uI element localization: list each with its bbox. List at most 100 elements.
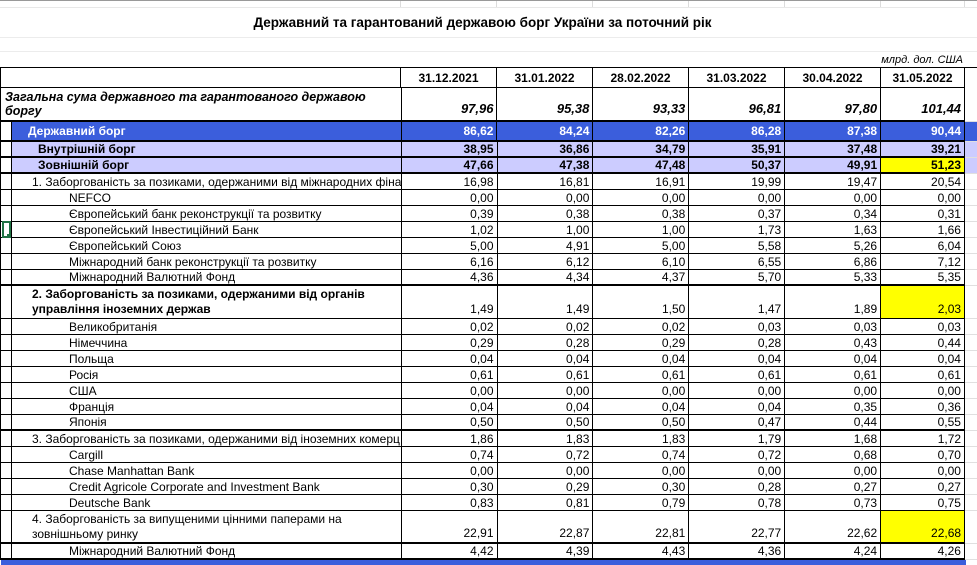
value-cell[interactable]: 50,37 <box>688 158 785 174</box>
row-label[interactable]: США <box>11 383 401 399</box>
row-label[interactable]: Німеччина <box>11 335 401 351</box>
value-cell[interactable]: 0,00 <box>880 383 965 399</box>
value-cell[interactable]: 16,98 <box>400 174 497 190</box>
value-cell[interactable]: 97,80 <box>784 88 881 122</box>
value-cell[interactable]: 0,74 <box>592 447 689 463</box>
row-gutter-cell[interactable] <box>1 238 12 254</box>
value-cell[interactable]: 0,73 <box>784 495 881 511</box>
page-title[interactable]: Державний та гарантований державою борг … <box>253 15 712 30</box>
value-cell[interactable]: 49,91 <box>784 158 881 174</box>
value-cell[interactable]: 96,81 <box>688 88 785 122</box>
row-label[interactable]: 2. Заборгованість за позиками, одержаним… <box>11 286 401 319</box>
value-cell[interactable]: 1,79 <box>688 431 785 447</box>
row-label[interactable]: Європейський Союз <box>11 238 401 254</box>
row-gutter-cell[interactable] <box>1 544 12 560</box>
value-cell[interactable]: 51,23 <box>880 158 966 174</box>
value-cell[interactable]: 87,38 <box>784 122 881 142</box>
value-cell[interactable]: 5,26 <box>784 238 881 254</box>
value-cell[interactable]: 0,29 <box>592 335 689 351</box>
row-label[interactable]: NEFCO <box>11 190 401 206</box>
row-gutter-cell[interactable] <box>1 174 12 190</box>
row-gutter-cell[interactable] <box>1 479 12 495</box>
value-cell[interactable]: 0,03 <box>784 319 881 335</box>
value-cell[interactable]: 0,00 <box>880 190 965 206</box>
value-cell[interactable]: 4,37 <box>592 270 689 286</box>
value-cell[interactable]: 6,10 <box>592 254 689 270</box>
value-cell[interactable]: 0,30 <box>400 479 497 495</box>
value-cell[interactable]: 6,55 <box>688 254 785 270</box>
value-cell[interactable]: 1,86 <box>400 431 497 447</box>
value-cell[interactable]: 1,83 <box>496 431 593 447</box>
value-cell[interactable]: 0,04 <box>496 399 593 415</box>
value-cell[interactable]: 0,30 <box>592 479 689 495</box>
row-gutter-cell[interactable] <box>1 463 12 479</box>
value-cell[interactable]: 0,00 <box>784 190 881 206</box>
value-cell[interactable]: 0,31 <box>880 206 965 222</box>
value-cell[interactable]: 1,00 <box>592 222 689 238</box>
value-cell[interactable]: 0,50 <box>592 415 689 431</box>
value-cell[interactable]: 0,38 <box>496 206 593 222</box>
value-cell[interactable]: 0,02 <box>400 319 497 335</box>
value-cell[interactable]: 5,58 <box>688 238 785 254</box>
value-cell[interactable]: 0,02 <box>592 319 689 335</box>
value-cell[interactable]: 0,43 <box>784 335 881 351</box>
value-cell[interactable]: 86,62 <box>400 122 497 142</box>
value-cell[interactable]: 0,00 <box>880 463 965 479</box>
value-cell[interactable]: 0,50 <box>496 415 593 431</box>
value-cell[interactable]: 22,68 <box>880 511 966 544</box>
value-cell[interactable]: 6,12 <box>496 254 593 270</box>
value-cell[interactable]: 0,03 <box>688 319 785 335</box>
value-cell[interactable]: 1,72 <box>880 431 966 447</box>
value-cell[interactable]: 16,81 <box>496 174 593 190</box>
value-cell[interactable]: 0,72 <box>496 447 593 463</box>
row-gutter-cell[interactable] <box>1 399 12 415</box>
value-cell[interactable]: 6,04 <box>880 238 965 254</box>
value-cell[interactable]: 0,02 <box>496 319 593 335</box>
row-label[interactable]: 1. Заборгованість за позиками, одержаним… <box>11 174 401 190</box>
row-label[interactable]: Cargill <box>11 447 401 463</box>
value-cell[interactable]: 2,03 <box>880 286 966 319</box>
date-header-cell[interactable]: 28.02.2022 <box>592 68 688 88</box>
value-cell[interactable]: 0,00 <box>784 463 881 479</box>
value-cell[interactable]: 0,83 <box>400 495 497 511</box>
value-cell[interactable]: 0,37 <box>688 206 785 222</box>
value-cell[interactable]: 0,00 <box>688 190 785 206</box>
value-cell[interactable]: 0,00 <box>592 463 689 479</box>
value-cell[interactable]: 0,44 <box>784 415 881 431</box>
value-cell[interactable]: 34,79 <box>592 142 689 158</box>
value-cell[interactable]: 37,48 <box>784 142 881 158</box>
value-cell[interactable]: 22,91 <box>400 511 497 544</box>
value-cell[interactable]: 0,28 <box>688 335 785 351</box>
value-cell[interactable]: 1,00 <box>496 222 593 238</box>
row-label[interactable]: Chase Manhattan Bank <box>11 463 401 479</box>
value-cell[interactable]: 0,68 <box>784 447 881 463</box>
value-cell[interactable]: 0,44 <box>880 335 965 351</box>
row-label[interactable]: Міжнародний Валютний Фонд <box>11 270 401 286</box>
row-gutter-cell[interactable] <box>1 190 12 206</box>
row-gutter-cell[interactable] <box>1 367 12 383</box>
value-cell[interactable]: 4,43 <box>592 544 689 560</box>
row-gutter-cell[interactable] <box>1 319 12 335</box>
value-cell[interactable]: 5,70 <box>688 270 785 286</box>
value-cell[interactable]: 38,95 <box>400 142 497 158</box>
row-label[interactable]: Credit Agricole Corporate and Investment… <box>11 479 401 495</box>
value-cell[interactable]: 0,04 <box>400 351 497 367</box>
value-cell[interactable]: 4,91 <box>496 238 593 254</box>
value-cell[interactable]: 4,26 <box>880 544 965 560</box>
value-cell[interactable]: 47,48 <box>592 158 689 174</box>
date-header-cell[interactable]: 30.04.2022 <box>784 68 880 88</box>
units-note[interactable]: млрд. дол. США <box>881 54 963 66</box>
value-cell[interactable]: 5,00 <box>592 238 689 254</box>
value-cell[interactable]: 4,36 <box>688 544 785 560</box>
value-cell[interactable]: 0,27 <box>784 479 881 495</box>
value-cell[interactable]: 0,75 <box>880 495 965 511</box>
row-gutter-cell[interactable] <box>1 335 12 351</box>
row-label[interactable]: Державний борг <box>11 122 401 142</box>
value-cell[interactable]: 0,00 <box>496 383 593 399</box>
row-gutter-cell[interactable] <box>1 142 12 158</box>
value-cell[interactable]: 1,50 <box>592 286 689 319</box>
row-gutter-cell[interactable] <box>1 495 12 511</box>
value-cell[interactable]: 0,35 <box>784 399 881 415</box>
row-label[interactable]: Великобританія <box>11 319 401 335</box>
value-cell[interactable]: 1,47 <box>688 286 785 319</box>
